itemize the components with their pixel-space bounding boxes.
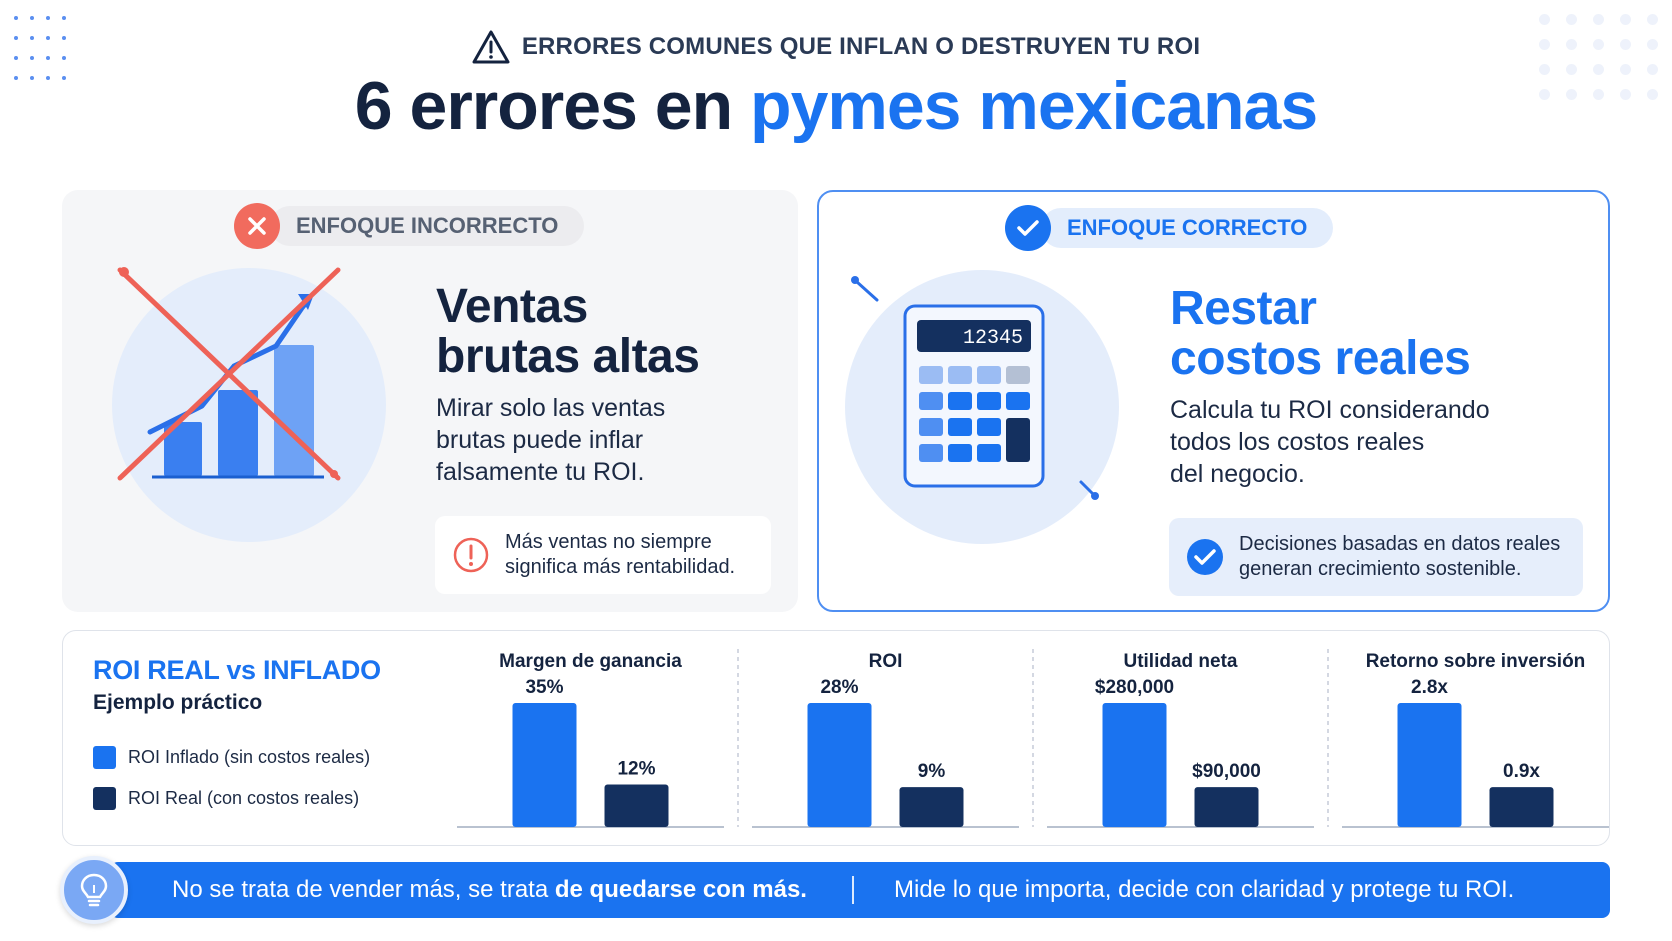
page-header: ERRORES COMUNES QUE INFLAN O DESTRUYEN T… [0,30,1672,144]
legend-label: ROI Real (con costos reales) [128,787,360,808]
body-line: Mirar solo las ventas [436,394,666,422]
bar-value-label: 12% [617,758,655,779]
check-icon [1005,205,1051,251]
note-text: Más ventas no siempre significa más rent… [505,530,735,580]
check-circle-icon [1187,539,1223,575]
incorrect-approach-note: Más ventas no siempre significa más rent… [435,516,771,594]
banner-divider [852,876,854,904]
lightbulb-icon [60,856,128,924]
calculator-display: 12345 [963,327,1023,350]
body-line: brutas puede inflar [436,426,644,454]
roi-bar-chart: Margen de ganancia 35% 12% ROI 28% 9% Utilidad… [457,649,1609,828]
bar-value-label: 28% [820,677,858,698]
decorative-dots-left [14,16,66,80]
group-label: Utilidad neta [1123,651,1237,672]
incorrect-approach-card: ENFOQUE INCORRECTO Ventas brutas altas M… [62,190,798,612]
body-line: falsamente tu ROI. [436,458,645,486]
decorative-dots-right [1539,14,1658,100]
body-line: todos los costos reales [1170,428,1425,456]
calculator-icon: 12345 [851,276,1099,500]
correct-approach-badge: ENFOQUE CORRECTO [1005,205,1334,251]
legend-label: ROI Inflado (sin costos reales) [128,746,371,767]
body-line: Calcula tu ROI considerando [1170,396,1490,424]
x-icon [234,203,280,249]
header-kicker: ERRORES COMUNES QUE INFLAN O DESTRUYEN T… [521,33,1201,60]
incorrect-approach-label: ENFOQUE INCORRECTO [270,206,585,246]
correct-approach-label: ENFOQUE CORRECTO [1041,208,1334,248]
bar-value-label: 9% [918,761,946,782]
correct-approach-title: Restar costos reales [1170,282,1471,385]
bar-value-label: 35% [525,677,563,698]
legend-swatch-real [93,786,116,810]
title-line: costos reales [1170,332,1471,385]
title-line: Restar [1170,282,1317,335]
page-title-accent: pymes mexicanas [750,68,1318,144]
legend-swatch-inflated [93,745,116,769]
alert-circle-icon [453,537,489,573]
bar-inflated [512,703,577,827]
note-text: Decisiones basadas en datos reales gener… [1239,532,1560,582]
bottom-banner: No se trata de vender más, se trata de q… [60,856,1610,924]
crossed-growth-chart-icon [117,267,341,481]
incorrect-approach-title: Ventas brutas altas [436,280,700,383]
note-line: Decisiones basadas en datos reales [1239,533,1561,555]
correct-approach-note: Decisiones basadas en datos reales gener… [1169,518,1583,596]
page-title-plain: 6 errores en [354,68,733,144]
comparison-subtitle: Ejemplo práctico [93,691,263,714]
banner-message-left: No se trata de vender más, se trata de q… [172,862,807,918]
legend-item-inflated: ROI Inflado (sin costos reales) [93,743,370,771]
banner-left-bold: de quedarse con más. [554,876,807,903]
banner-message-right: Mide lo que importa, decide con claridad… [894,876,1515,903]
title-line: brutas altas [436,330,700,383]
bar-inflated [1397,703,1462,827]
bar-real [899,787,964,827]
roi-comparison-panel: ROI REAL vs INFLADO Ejemplo práctico ROI… [62,630,1610,846]
bar-real [604,784,669,827]
group-label: ROI [869,651,903,672]
incorrect-approach-description: Mirar solo las ventas brutas puede infla… [436,392,665,488]
comparison-title: ROI REAL vs INFLADO [93,655,381,685]
bar-value-label: 0.9x [1503,761,1540,782]
page-title: 6 errores en pymes mexicanas [0,68,1672,144]
incorrect-approach-badge: ENFOQUE INCORRECTO [234,203,585,249]
correct-approach-card: ENFOQUE CORRECTO 12345 Restar costos rea… [817,190,1610,612]
bar-real [1194,787,1259,827]
legend-item-real: ROI Real (con costos reales) [93,784,370,812]
header-kicker-row: ERRORES COMUNES QUE INFLAN O DESTRUYEN T… [0,30,1672,64]
bar-inflated [807,703,872,827]
group-label: Margen de ganancia [499,651,682,672]
warning-icon [472,30,510,64]
bar-value-label: $90,000 [1192,761,1261,782]
note-line: significa más rentabilidad. [505,556,736,578]
bar-inflated [1102,703,1167,827]
banner-bar [110,862,1610,918]
note-line: generan crecimiento sostenible. [1239,558,1522,580]
bar-value-label: $280,000 [1095,677,1174,698]
bar-real [1489,787,1554,827]
note-line: Más ventas no siempre [505,531,712,553]
group-label: Retorno sobre inversión [1366,651,1586,672]
chart-legend: ROI Inflado (sin costos reales) ROI Real… [93,743,370,825]
bar-value-label: 2.8x [1411,677,1448,698]
banner-left-normal: No se trata de vender más, se trata [172,876,549,903]
title-line: Ventas [436,280,588,333]
correct-approach-description: Calcula tu ROI considerando todos los co… [1170,394,1490,490]
body-line: del negocio. [1170,460,1305,488]
